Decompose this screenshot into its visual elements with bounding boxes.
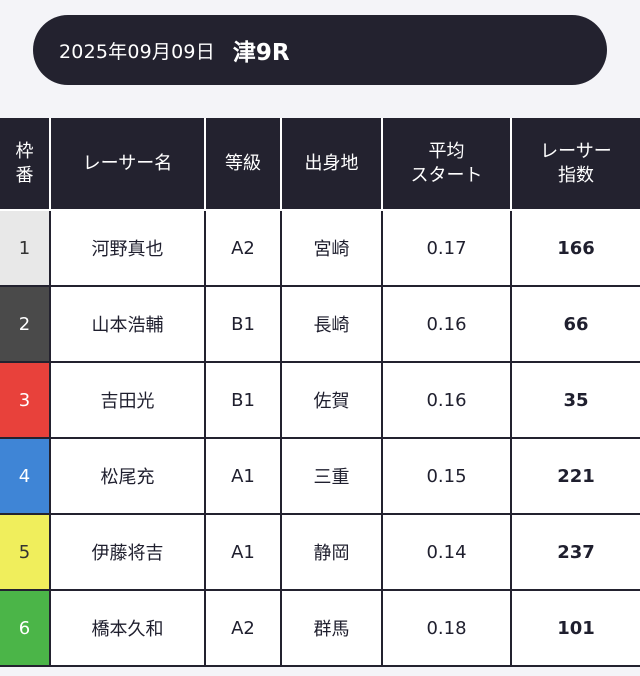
waku-cell: 2 [0, 285, 51, 363]
waku-cell: 5 [0, 513, 51, 591]
origin-cell: 宮崎 [280, 209, 383, 287]
racer-index-cell: 221 [510, 437, 640, 515]
table-row: 2 山本浩輔 B1 長崎 0.16 66 [0, 285, 640, 363]
waku-cell: 4 [0, 437, 51, 515]
header-origin: 出身地 [280, 118, 383, 211]
header-racer-index: レーサー 指数 [510, 118, 640, 211]
racer-table-container: 枠番 レーサー名 等級 出身地 平均 スタート レーサー 指数 1 河野真也 A2 … [0, 118, 640, 667]
table-row: 1 河野真也 A2 宮崎 0.17 166 [0, 209, 640, 287]
grade-cell: B1 [204, 285, 282, 363]
table-row: 6 橋本久和 A2 群馬 0.18 101 [0, 589, 640, 667]
racer-index-cell: 66 [510, 285, 640, 363]
racer-name-cell: 河野真也 [49, 209, 206, 287]
racer-name-cell: 橋本久和 [49, 589, 206, 667]
origin-cell: 長崎 [280, 285, 383, 363]
grade-cell: A1 [204, 437, 282, 515]
avg-start-cell: 0.16 [381, 285, 512, 363]
waku-cell: 6 [0, 589, 51, 667]
table-row: 5 伊藤将吉 A1 静岡 0.14 237 [0, 513, 640, 591]
origin-cell: 佐賀 [280, 361, 383, 439]
avg-start-cell: 0.15 [381, 437, 512, 515]
avg-start-cell: 0.14 [381, 513, 512, 591]
header-avg-start: 平均 スタート [381, 118, 512, 211]
grade-cell: B1 [204, 361, 282, 439]
avg-start-cell: 0.17 [381, 209, 512, 287]
racer-index-cell: 101 [510, 589, 640, 667]
header-waku: 枠番 [0, 118, 51, 211]
grade-cell: A1 [204, 513, 282, 591]
header-racer-name: レーサー名 [49, 118, 206, 211]
origin-cell: 静岡 [280, 513, 383, 591]
waku-cell: 1 [0, 209, 51, 287]
grade-cell: A2 [204, 209, 282, 287]
table-row: 3 吉田光 B1 佐賀 0.16 35 [0, 361, 640, 439]
origin-cell: 群馬 [280, 589, 383, 667]
header-grade: 等級 [204, 118, 282, 211]
racer-index-cell: 166 [510, 209, 640, 287]
racer-table: 枠番 レーサー名 等級 出身地 平均 スタート レーサー 指数 1 河野真也 A2 … [0, 118, 640, 667]
avg-start-cell: 0.18 [381, 589, 512, 667]
race-name: 津9R [232, 40, 290, 66]
racer-name-cell: 吉田光 [49, 361, 206, 439]
avg-start-cell: 0.16 [381, 361, 512, 439]
racer-name-cell: 伊藤将吉 [49, 513, 206, 591]
racer-name-cell: 松尾充 [49, 437, 206, 515]
origin-cell: 三重 [280, 437, 383, 515]
race-date: 2025年09月09日 [59, 40, 215, 63]
race-header: 2025年09月09日 津9R [33, 15, 607, 85]
table-header-row: 枠番 レーサー名 等級 出身地 平均 スタート レーサー 指数 [0, 118, 640, 211]
table-row: 4 松尾充 A1 三重 0.15 221 [0, 437, 640, 515]
waku-cell: 3 [0, 361, 51, 439]
racer-name-cell: 山本浩輔 [49, 285, 206, 363]
racer-index-cell: 35 [510, 361, 640, 439]
grade-cell: A2 [204, 589, 282, 667]
racer-index-cell: 237 [510, 513, 640, 591]
